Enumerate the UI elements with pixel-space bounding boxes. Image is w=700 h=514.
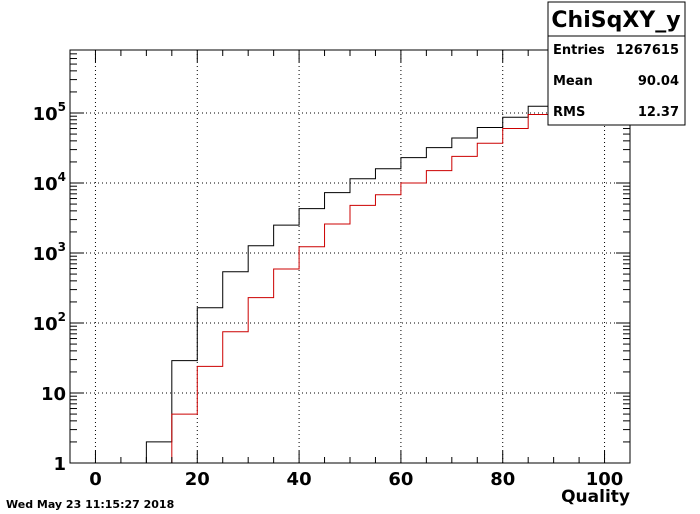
y-tick-label: 103 — [33, 240, 66, 265]
axis-ticks — [69, 50, 631, 464]
series-layer — [70, 70, 630, 464]
x-tick-label: 60 — [388, 469, 413, 490]
stats-title: ChiSqXY_y — [551, 8, 680, 33]
histogram-series-2 — [70, 70, 630, 464]
stats-entries-label: Entries — [553, 43, 605, 58]
y-tick-label: 1 — [53, 454, 66, 475]
y-tick-label: 102 — [33, 310, 66, 335]
stats-mean-label: Mean — [553, 74, 593, 89]
histogram-series-1 — [70, 84, 630, 464]
stats-box: ChiSqXY_y Entries 1267615 Mean 90.04 RMS… — [547, 1, 686, 126]
stats-box-frame — [547, 1, 686, 126]
stats-entries-value: 1267615 — [616, 43, 679, 58]
x-tick-label: 0 — [89, 469, 102, 490]
y-tick-label: 104 — [33, 170, 66, 195]
x-axis-title: Quality — [561, 487, 630, 507]
x-tick-labels: 0 20 40 60 80 100 — [89, 469, 623, 490]
stats-rms-label: RMS — [553, 105, 585, 120]
x-tick-label: 80 — [490, 469, 515, 490]
stats-mean-value: 90.04 — [638, 74, 679, 89]
plot-frame — [69, 49, 631, 464]
grid-lines — [70, 50, 630, 464]
y-tick-labels: 1 10 102 103 104 105 — [33, 100, 66, 475]
y-tick-label: 105 — [33, 100, 66, 125]
x-tick-label: 100 — [586, 469, 624, 490]
timestamp-label: Wed May 23 11:15:27 2018 — [6, 498, 174, 511]
x-tick-label: 20 — [185, 469, 210, 490]
stats-rms-value: 12.37 — [638, 105, 679, 120]
y-tick-label: 10 — [41, 384, 66, 405]
x-tick-label: 40 — [287, 469, 312, 490]
